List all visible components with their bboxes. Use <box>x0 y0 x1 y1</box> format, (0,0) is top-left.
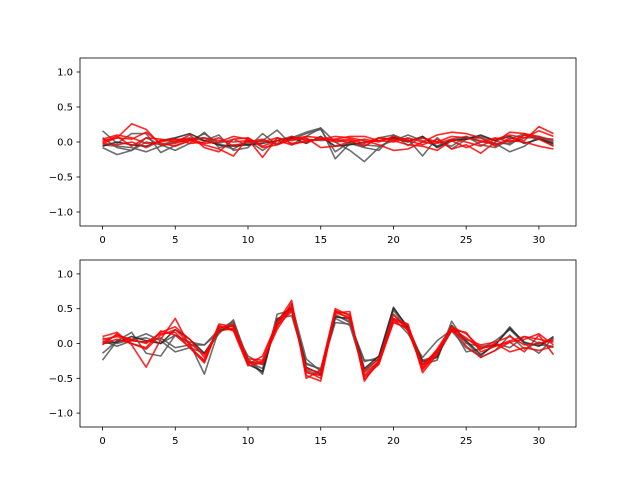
y-tick-label: 0.5 <box>57 304 73 315</box>
x-tick-label: 15 <box>314 436 327 447</box>
x-tick-label: 10 <box>242 235 255 246</box>
x-tick-label: 20 <box>387 436 400 447</box>
y-tick-label: 0.0 <box>57 138 73 149</box>
series-line-8 <box>102 123 554 159</box>
series-line-2 <box>102 127 554 163</box>
x-tick-label: 30 <box>533 436 546 447</box>
x-tick-label: 15 <box>314 235 327 246</box>
x-tick-label: 25 <box>460 235 473 246</box>
subplot-1: 0 5 10 15 20 25 30 −1.0 −0.5 0.0 0.5 1.0 <box>49 57 577 246</box>
series-group <box>101 299 555 382</box>
x-tick-label: 25 <box>460 436 473 447</box>
series-group <box>102 123 554 163</box>
y-tick-label: 1.0 <box>57 68 73 79</box>
series-line-10 <box>102 307 554 380</box>
x-tick-label: 0 <box>99 436 105 447</box>
series-line-9 <box>102 134 554 153</box>
series-line-6 <box>102 125 554 157</box>
y-tick-label: 0.0 <box>57 339 73 350</box>
x-tick-label: 10 <box>242 436 255 447</box>
x-tick-label: 0 <box>99 235 105 246</box>
x-tick-label: 5 <box>172 235 178 246</box>
y-tick-label: −0.5 <box>49 374 73 385</box>
x-tick-label: 30 <box>533 235 546 246</box>
subplot-2: 0 5 10 15 20 25 30 −1.0 −0.5 0.0 0.5 1.0 <box>49 259 577 447</box>
y-tick-label: −1.0 <box>49 208 73 219</box>
y-tick-label: −1.0 <box>49 409 73 420</box>
x-tick-label: 20 <box>387 235 400 246</box>
y-tick-label: 1.0 <box>57 269 73 280</box>
y-tick-label: −0.5 <box>49 173 73 184</box>
x-tick-label: 5 <box>172 436 178 447</box>
y-tick-label: 0.5 <box>57 103 73 114</box>
series-line-10 <box>102 135 554 150</box>
